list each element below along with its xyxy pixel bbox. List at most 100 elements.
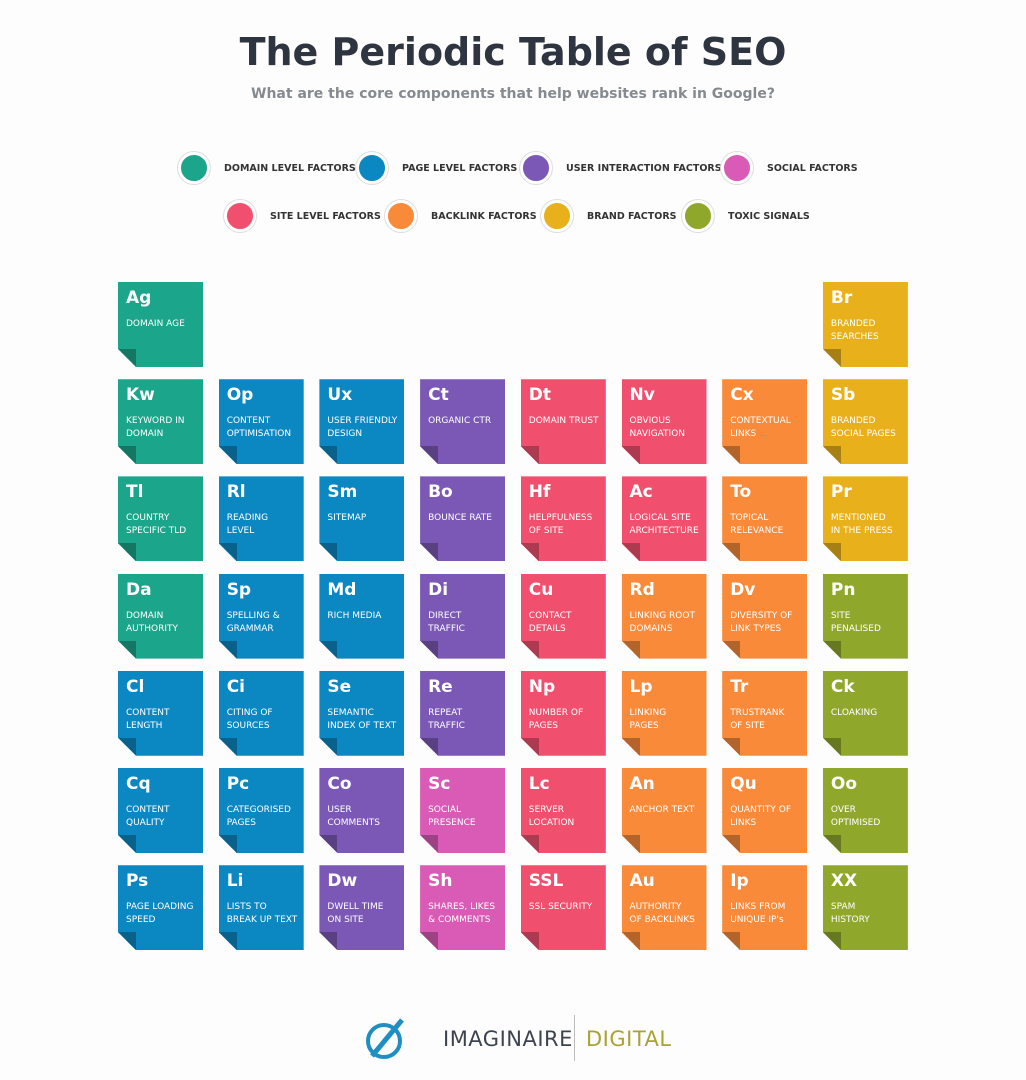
element-name: QUALITY bbox=[126, 818, 165, 828]
legend-label: PAGE LEVEL FACTORS bbox=[402, 163, 518, 174]
element-tile: Cu CONTACT DETAILS bbox=[521, 574, 606, 659]
element-name: DIVERSITY OF bbox=[730, 610, 793, 621]
element-symbol: Pc bbox=[226, 774, 250, 794]
element-name: LINKS bbox=[730, 429, 757, 440]
legend-dot bbox=[721, 152, 753, 184]
element-name: SEMANTIC bbox=[327, 707, 374, 718]
element-symbol: Au bbox=[629, 871, 655, 892]
fold bbox=[420, 446, 438, 464]
element-tile: Qu QUANTITY OF LINKS bbox=[722, 768, 807, 853]
element-symbol: Dw bbox=[327, 871, 358, 892]
fold bbox=[622, 835, 640, 853]
element-tile: An ANCHOR TEXT bbox=[622, 768, 707, 853]
element-name: UNIQUE IP's bbox=[730, 915, 784, 926]
element-name: KEYWORD IN bbox=[126, 416, 185, 427]
element-tile: Dv DIVERSITY OF LINK TYPES bbox=[722, 574, 807, 659]
element-tile: Br BRANDED SEARCHES bbox=[823, 282, 908, 367]
element-tile: Tr TRUSTRANK OF SITE bbox=[722, 671, 807, 756]
element-symbol: Tr bbox=[730, 676, 749, 697]
legend-dot bbox=[541, 200, 573, 232]
fold bbox=[319, 543, 337, 561]
element-name: COUNTRY bbox=[126, 513, 170, 524]
element-symbol: Ux bbox=[327, 385, 353, 406]
fold bbox=[823, 835, 841, 853]
element-tile: Cq CONTENT QUALITY bbox=[118, 768, 203, 853]
element-tile: Ux USER FRIENDLY DESIGN bbox=[319, 379, 404, 464]
element-name: DOMAIN TRUST bbox=[528, 416, 599, 427]
element-tile: Op CONTENT OPTIMISATION bbox=[219, 379, 304, 464]
element-name: SPAM bbox=[830, 902, 856, 913]
element-name: DETAILS bbox=[528, 623, 566, 634]
fold bbox=[118, 446, 136, 464]
fold bbox=[420, 932, 438, 950]
fold bbox=[722, 543, 740, 561]
element-name: LINKING ROOT bbox=[629, 610, 695, 621]
element-name: CLOAKING bbox=[830, 707, 878, 718]
legend-label: SITE LEVEL FACTORS bbox=[270, 211, 381, 222]
element-symbol: Sm bbox=[327, 482, 358, 503]
fold bbox=[823, 738, 841, 756]
element-symbol: Dt bbox=[528, 385, 552, 406]
element-tile: Np NUMBER OF PAGES bbox=[521, 671, 606, 756]
element-symbol: Ip bbox=[730, 871, 749, 892]
element-symbol: Dv bbox=[730, 579, 756, 600]
element-symbol: Sp bbox=[226, 579, 252, 600]
element-tile: Hf HELPFULNESS OF SITE bbox=[521, 476, 606, 561]
fold bbox=[319, 446, 337, 464]
element-name: LENGTH bbox=[126, 720, 163, 731]
element-name: QUANTITY OF bbox=[730, 805, 792, 815]
element-name: NUMBER OF bbox=[528, 707, 584, 718]
fold bbox=[722, 835, 740, 853]
element-name: LINKS FROM bbox=[730, 902, 786, 913]
element-name: RELEVANCE bbox=[730, 526, 784, 537]
element-name: DOMAIN bbox=[126, 429, 164, 440]
fold bbox=[521, 835, 539, 853]
legend-label: USER INTERACTION FACTORS bbox=[566, 163, 722, 174]
legend-dot bbox=[178, 152, 210, 184]
element-symbol: SSL bbox=[528, 871, 564, 892]
element-symbol: Da bbox=[126, 579, 152, 600]
title: The Periodic Table of SEO bbox=[239, 30, 787, 74]
element-name: PAGES bbox=[528, 720, 559, 731]
element-name: CATEGORISED bbox=[226, 805, 291, 815]
fold bbox=[219, 641, 237, 659]
element-symbol: Ps bbox=[126, 871, 149, 892]
element-name: ARCHITECTURE bbox=[629, 526, 699, 537]
element-name: NAVIGATION bbox=[629, 429, 686, 440]
fold bbox=[118, 738, 136, 756]
element-name: IN THE PRESS bbox=[830, 526, 893, 537]
fold bbox=[420, 641, 438, 659]
fold bbox=[319, 835, 337, 853]
element-name: GRAMMAR bbox=[226, 623, 274, 634]
element-symbol: Se bbox=[327, 676, 352, 697]
element-name: SITEMAP bbox=[327, 513, 367, 524]
element-name: PRESENCE bbox=[428, 818, 476, 828]
element-symbol: Di bbox=[428, 579, 449, 600]
element-name: ORGANIC CTR bbox=[428, 416, 492, 427]
element-name: SEARCHES bbox=[830, 332, 879, 342]
element-symbol: Hf bbox=[528, 482, 551, 503]
element-name: AUTHORITY bbox=[629, 902, 682, 913]
fold bbox=[118, 932, 136, 950]
element-name: DOMAINS bbox=[629, 623, 673, 634]
element-tile: Lc SERVER LOCATION bbox=[521, 768, 606, 853]
element-name: OPTIMISATION bbox=[226, 429, 292, 440]
element-symbol: Re bbox=[428, 676, 453, 697]
element-name: SITE bbox=[830, 610, 851, 621]
fold bbox=[219, 835, 237, 853]
element-tile: Li LISTS TO BREAK UP TEXT bbox=[219, 865, 304, 950]
fold bbox=[219, 932, 237, 950]
element-name: LISTS TO bbox=[226, 902, 267, 913]
element-tile: Ac LOGICAL SITE ARCHITECTURE bbox=[622, 476, 707, 561]
element-name: LINK TYPES bbox=[730, 623, 782, 634]
element-tile: Bo BOUNCE RATE bbox=[420, 476, 505, 561]
element-name: OF BACKLINKS bbox=[629, 915, 695, 926]
element-name: CONTEXTUAL bbox=[730, 416, 791, 427]
element-name: SERVER bbox=[528, 805, 565, 815]
element-symbol: Pr bbox=[830, 482, 852, 503]
element-name: BREAK UP TEXT bbox=[226, 915, 298, 926]
element-symbol: Md bbox=[327, 579, 357, 600]
element-name: BRANDED bbox=[830, 319, 876, 329]
fold bbox=[521, 738, 539, 756]
element-name: LOGICAL SITE bbox=[629, 513, 691, 524]
